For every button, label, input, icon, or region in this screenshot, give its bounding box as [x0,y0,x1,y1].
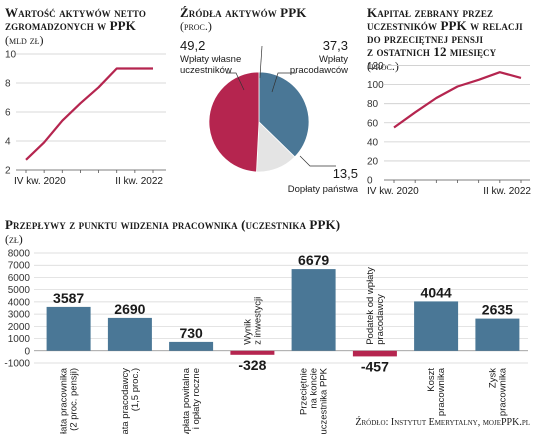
chart4-category-label-line: Koszt [426,368,437,392]
chart2-slice-label: Wpłaty [319,54,348,65]
chart4-title: Przepływy z punktu widzenia pracownika (… [5,217,341,232]
chart3-ytick-label: 100 [367,80,384,91]
chart4-category-label-line: (2 proc. pensji) [69,368,80,431]
chart4-category-label-line: wpłata pracownika [59,367,70,434]
chart4-ytick-label: 7000 [8,261,31,272]
chart3-title-line1: Kapitał zebrany przez [367,5,494,20]
chart4-category-label-line: (1,5 proc.) [130,368,141,411]
chart1-ytick-label: 10 [5,50,17,61]
chart2-slice-label: pracodawców [290,65,348,76]
chart4-category-label-line: i opłaty roczne [191,368,202,429]
chart4-category-label-line: Wynik [242,319,253,345]
chart3-title: Kapitał zebrany przez uczestników PPK w … [367,6,535,58]
chart4-ytick-label: 6000 [8,273,31,284]
chart3-xlabel-start: IV kw. 2020 [367,186,419,197]
chart4-ytick-label: 3000 [8,310,31,321]
chart4-ytick-label: 2000 [8,322,31,333]
chart2-slice-0 [258,71,310,158]
chart4-category-label-line: Przeciętnie [299,368,310,415]
chart4-data-label: 2690 [114,301,145,317]
chart4-ytick-label: 5000 [8,285,31,296]
chart4-ytick-label: -1000 [4,359,30,370]
source-note: Źródło: Instytut Emerytalny, mojePPK.pl [355,417,530,428]
chart4-category-label: wpłata pracownika (2 proc. pensji) [59,367,80,434]
chart3-unit: (proc.) [367,59,399,73]
chart3-ytick-label: 40 [367,137,379,148]
chart4-bar-6 [414,301,459,351]
chart3-ytick-label: 120 [367,61,384,72]
chart4-bar-5 [352,350,397,357]
chart4-data-label: 3587 [53,290,84,306]
chart2-value-label: 13,5 [333,166,358,181]
chart2-unit: (proc.) [180,19,212,33]
chart4-data-label: 6679 [298,252,329,268]
chart1-title: Wartość aktywów netto zgromadzonych w PP… [5,6,175,32]
chart4-category-label-line: uczestnika PPK [319,367,330,434]
chart4-category-label: Koszt pracownika [426,367,447,416]
chart4-bar-3 [230,350,275,355]
chart4-ytick-label: 4000 [8,297,31,308]
chart3-title-line2: uczestników PPK w relacji [367,18,523,33]
chart4-ytick-label: 0 [24,346,30,357]
chart1-xlabel-end: II kw. 2022 [115,176,163,187]
chart4-category-label-line: wpłata pracodawcy [120,368,131,434]
chart4-data-label: 2635 [482,302,513,318]
chart4-category-label: Wynik z inwestycji [242,297,263,345]
chart4-category-label-line: pracownika [436,367,447,416]
chart3-ytick-label: 0 [367,176,373,187]
chart2-slice-label: Wpłaty własne [180,54,241,65]
chart1-xlabel-start: IV kw. 2020 [14,176,66,187]
chart2-slice-label: uczestników [180,65,232,76]
chart3-ytick-label: 20 [367,156,379,167]
chart1-series-line [25,67,153,161]
chart2-leader-line [299,155,336,167]
chart1-title-line2: zgromadzonych w PPK [5,18,136,33]
chart3-series-line [393,71,522,129]
chart4-category-label-line: Podatek od wpłaty [365,267,376,345]
chart4-category-label: Przeciętnie na koncie uczestnika PPK [299,367,330,434]
chart1-ytick-label: 2 [5,166,11,177]
chart3-title-line3: do przeciętnej pensji [367,31,484,46]
chart2-slice-label: Dopłaty państwa [288,184,359,195]
chart1-title-line1: Wartość aktywów netto [5,5,146,20]
chart4-bar-4 [291,269,336,351]
chart4-category-label-line: pracodawcy [375,294,386,345]
chart2-slice-2 [208,71,260,173]
chart4-data-label: -457 [361,358,389,374]
chart2-leader-line [271,72,296,93]
chart2-leader-line [259,45,263,79]
chart4-ytick-label: 8000 [8,249,31,260]
chart4-ytick-label: 1000 [8,334,31,345]
chart4-category-label-line: Zysk [487,368,498,388]
chart3-ytick-label: 80 [367,99,379,110]
chart4-category-label: wpłata pracodawcy (1,5 proc.) [120,368,141,434]
chart4-category-label-line: wpłata powitalna [181,367,192,434]
chart2-leader-line [226,72,245,91]
chart4-category-label: wpłata powitalna i opłaty roczne [181,367,202,434]
chart1-ytick-label: 8 [5,79,11,90]
chart3-title-line4: z ostatnich 12 miesięcy [367,44,497,59]
chart2-value-label: 37,3 [323,38,348,53]
chart4-category-label-line: z inwestycji [252,297,263,345]
chart4-data-label: 4044 [421,284,452,300]
chart4-category-label: Zysk pracownika [487,367,508,416]
chart4-bar-7 [475,318,520,351]
chart2-value-label: 49,2 [180,38,205,53]
chart3-ytick-label: 60 [367,118,379,129]
chart4-bar-0 [46,306,91,351]
chart1-ytick-label: 4 [5,137,11,148]
chart4-data-label: -328 [238,357,266,373]
chart4-unit: (zł) [5,232,23,246]
chart4-bar-2 [169,341,214,351]
chart2-title: Źródła aktywów PPK [180,5,307,20]
chart4-category-label-line: na koncie [309,368,320,409]
chart4-category-label: Podatek od wpłaty pracodawcy [365,267,386,345]
chart1-ytick-label: 6 [5,108,11,119]
chart4-category-label-line: pracownika [497,367,508,416]
chart4-bar-1 [107,317,152,351]
chart4-data-label: 730 [179,325,203,341]
chart3-xlabel-end: II kw. 2022 [483,186,531,197]
chart1-unit: (mld zł) [5,33,44,47]
